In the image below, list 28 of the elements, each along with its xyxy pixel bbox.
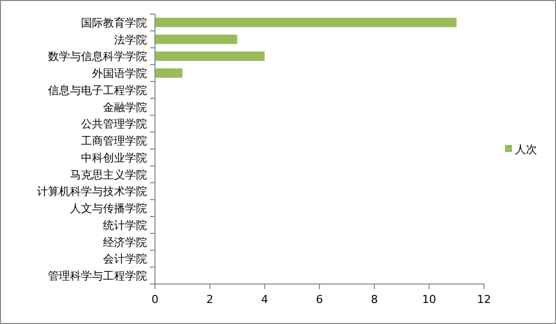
bar (155, 18, 457, 28)
y-tick-label: 金融学院 (103, 100, 147, 114)
y-tick-label: 计算机科学与技术学院 (37, 185, 147, 198)
y-tick-label: 信息与电子工程学院 (48, 84, 147, 97)
bar (155, 51, 265, 61)
y-tick-label: 管理科学与工程学院 (48, 270, 147, 283)
x-tick-label: 2 (206, 293, 214, 306)
bar (155, 68, 182, 78)
y-tick-label: 公共管理学院 (81, 118, 147, 131)
y-tick-label: 工商管理学院 (81, 134, 147, 148)
x-tick-label: 4 (261, 293, 268, 306)
y-tick-label: 中科创业学院 (81, 151, 147, 164)
y-tick-label: 统计学院 (103, 218, 147, 232)
x-tick-label: 10 (422, 293, 436, 306)
y-tick-label: 外国语学院 (92, 67, 147, 80)
y-tick-label: 人文与传播学院 (70, 202, 147, 216)
legend-label: 人次 (515, 143, 537, 156)
y-tick-label: 法学院 (114, 33, 147, 46)
x-tick-label: 8 (370, 293, 378, 306)
y-tick-label: 经济学院 (103, 236, 147, 249)
y-tick-label: 马克思主义学院 (70, 168, 147, 182)
bar (155, 34, 238, 44)
x-tick-label: 0 (152, 293, 158, 306)
x-tick-label: 6 (316, 293, 323, 306)
y-tick-label: 数学与信息科学学院 (48, 50, 147, 64)
y-tick-label: 会计学院 (103, 252, 147, 266)
x-tick-label: 12 (477, 293, 491, 306)
y-tick-label: 国际教育学院 (81, 16, 147, 30)
